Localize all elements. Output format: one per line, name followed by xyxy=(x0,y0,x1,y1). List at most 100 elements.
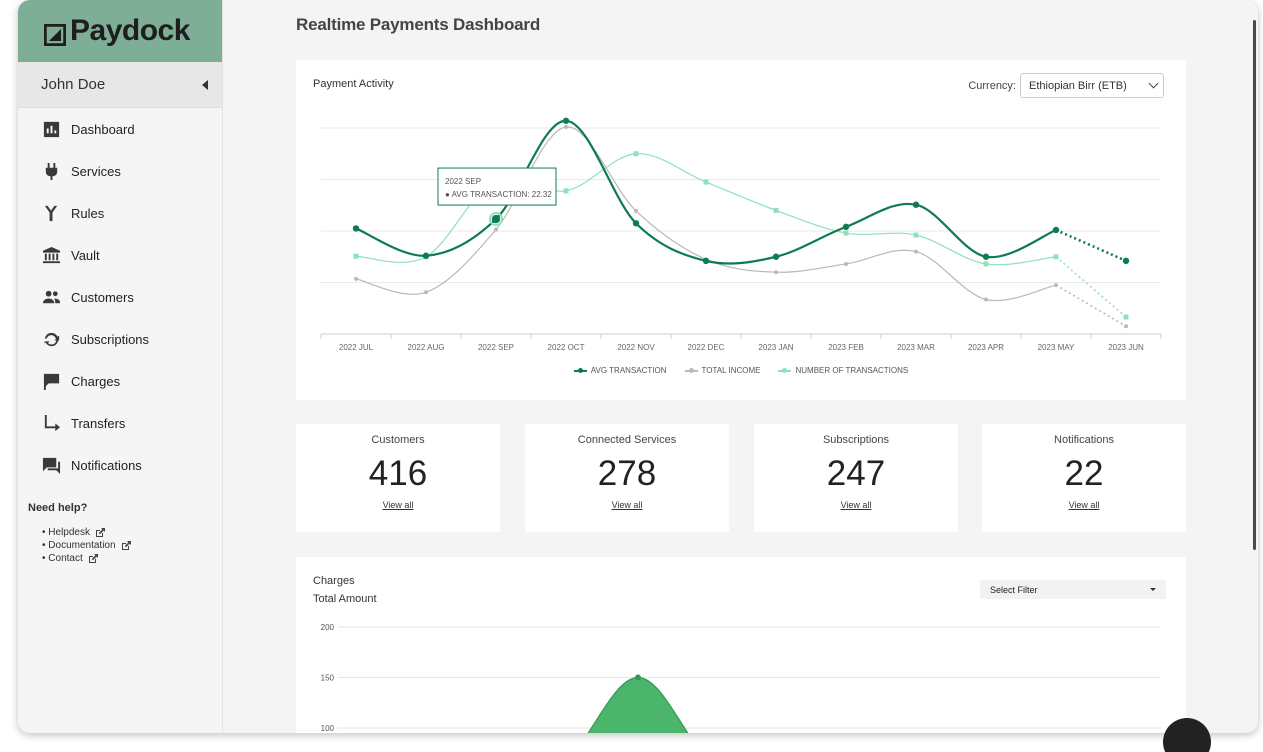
legend-item[interactable]: TOTAL INCOME xyxy=(684,366,761,375)
charges-card: Charges Total Amount Select Filter 200 15… xyxy=(296,557,1186,733)
stat-card-customers: Customers 416 View all xyxy=(296,424,500,532)
sidebar-item-vault[interactable]: Vault xyxy=(18,234,222,276)
data-point[interactable] xyxy=(983,261,989,267)
view-all-link[interactable]: View all xyxy=(1068,500,1100,510)
external-link-icon xyxy=(88,553,98,563)
stat-card-notifications: Notifications 22 View all xyxy=(982,424,1186,532)
data-point[interactable] xyxy=(912,201,920,208)
highlight-point[interactable] xyxy=(491,214,501,224)
sidebar: Paydock John Doe Dashboard Services Rules V… xyxy=(18,0,223,733)
external-link-icon xyxy=(121,540,131,550)
data-point[interactable] xyxy=(632,220,640,227)
chart-tooltip: 2022 SEP ● AVG TRANSACTION: 22.32 xyxy=(437,167,557,206)
x-tick-label: 2023 MAY xyxy=(1038,343,1075,352)
sidebar-item-charges[interactable]: Charges xyxy=(18,360,222,402)
currency-select[interactable]: Ethiopian Birr (ETB) xyxy=(1020,73,1164,98)
sidebar-item-label: Dashboard xyxy=(71,121,135,137)
data-point[interactable] xyxy=(354,276,358,281)
legend-item[interactable]: NUMBER OF TRANSACTIONS xyxy=(778,366,908,375)
view-all-link[interactable]: View all xyxy=(611,500,643,510)
sidebar-item-subscriptions[interactable]: Subscriptions xyxy=(18,318,222,360)
sidebar-item-label: Services xyxy=(71,163,121,179)
help-link[interactable]: • Contact xyxy=(42,552,222,565)
sidebar-item-transfers[interactable]: Transfers xyxy=(18,402,222,444)
x-tick-label: 2022 NOV xyxy=(617,343,655,352)
data-point[interactable] xyxy=(913,232,919,238)
arrow-turn-icon xyxy=(41,413,61,433)
data-point[interactable] xyxy=(352,225,360,232)
sidebar-item-notifications[interactable]: Notifications xyxy=(18,444,222,486)
data-point[interactable] xyxy=(1123,314,1129,320)
data-point[interactable] xyxy=(703,179,709,185)
data-point[interactable] xyxy=(1122,257,1130,265)
charges-title: Charges xyxy=(313,575,355,587)
data-point[interactable] xyxy=(562,117,570,124)
x-tick-label: 2023 FEB xyxy=(828,343,864,352)
data-point[interactable] xyxy=(982,253,990,260)
sidebar-item-rules[interactable]: Rules xyxy=(18,192,222,234)
chat-icon xyxy=(41,455,61,475)
y-tick-label: 200 xyxy=(321,623,335,632)
flag-icon xyxy=(41,371,61,391)
user-menu[interactable]: John Doe xyxy=(18,62,222,108)
stat-card-connected-services: Connected Services 278 View all xyxy=(525,424,729,532)
bank-icon xyxy=(41,245,61,265)
app-window: Paydock John Doe Dashboard Services Rules V… xyxy=(18,0,1258,733)
chat-launcher-button[interactable] xyxy=(1163,718,1211,752)
data-point[interactable] xyxy=(914,249,918,254)
data-point[interactable] xyxy=(564,124,568,129)
main-content: Realtime Payments Dashboard Payment Acti… xyxy=(224,0,1258,733)
x-tick-label: 2022 OCT xyxy=(548,343,585,352)
brand-name: Paydock xyxy=(70,14,190,47)
data-point[interactable] xyxy=(1053,254,1059,260)
data-point[interactable] xyxy=(424,290,428,295)
sidebar-item-label: Subscriptions xyxy=(71,331,150,347)
help-link-label: • Contact xyxy=(42,553,83,564)
data-point[interactable] xyxy=(774,270,778,275)
data-point[interactable] xyxy=(842,223,850,231)
sidebar-item-customers[interactable]: Customers xyxy=(18,276,222,318)
help-link-label: • Helpdesk xyxy=(42,527,90,538)
help-link[interactable]: • Helpdesk xyxy=(42,526,222,539)
data-point[interactable] xyxy=(635,674,641,681)
data-point[interactable] xyxy=(844,261,848,266)
data-point[interactable] xyxy=(1124,324,1128,329)
help-section: Need help? • Helpdesk • Documentation • Co… xyxy=(18,486,222,565)
tooltip-title: 2022 SEP xyxy=(445,177,481,186)
data-point[interactable] xyxy=(772,253,780,260)
scrollbar[interactable] xyxy=(1253,20,1256,550)
view-all-link[interactable]: View all xyxy=(382,500,414,510)
page-title: Realtime Payments Dashboard xyxy=(296,15,541,34)
legend-item[interactable]: AVG TRANSACTION xyxy=(573,366,667,375)
data-point[interactable] xyxy=(634,208,638,213)
view-all-link[interactable]: View all xyxy=(840,500,872,510)
data-point[interactable] xyxy=(843,230,849,236)
data-point[interactable] xyxy=(773,207,779,213)
stat-value: 278 xyxy=(597,454,657,493)
payment-activity-title: Payment Activity xyxy=(313,78,394,90)
collapse-caret-icon[interactable] xyxy=(202,79,208,90)
currency-value: Ethiopian Birr (ETB) xyxy=(1029,79,1127,92)
payment-activity-card: Payment Activity Currency: Ethiopian Bir… xyxy=(296,60,1186,400)
stat-label: Connected Services xyxy=(577,434,677,446)
help-link[interactable]: • Documentation xyxy=(42,539,222,552)
brand-logo[interactable]: Paydock xyxy=(18,0,222,62)
chart-legend: AVG TRANSACTION TOTAL INCOME NUMBER OF TRA… xyxy=(296,366,1186,375)
stat-value: 416 xyxy=(368,454,428,493)
data-point[interactable] xyxy=(494,227,498,232)
data-point[interactable] xyxy=(1054,283,1058,288)
legend-label: TOTAL INCOME xyxy=(701,366,761,375)
sidebar-item-services[interactable]: Services xyxy=(18,150,222,192)
tooltip-box xyxy=(437,167,557,206)
data-point[interactable] xyxy=(563,188,569,194)
sidebar-item-dashboard[interactable]: Dashboard xyxy=(18,108,222,150)
x-tick-label: 2022 JUL xyxy=(339,343,374,352)
charges-filter-select[interactable]: Select Filter xyxy=(980,580,1166,599)
data-point[interactable] xyxy=(633,151,639,157)
data-point[interactable] xyxy=(422,252,430,259)
data-point[interactable] xyxy=(702,257,710,265)
data-point[interactable] xyxy=(984,297,988,302)
currency-picker: Currency: Ethiopian Birr (ETB) xyxy=(968,73,1164,98)
data-point[interactable] xyxy=(353,253,359,259)
data-point[interactable] xyxy=(1052,226,1060,234)
